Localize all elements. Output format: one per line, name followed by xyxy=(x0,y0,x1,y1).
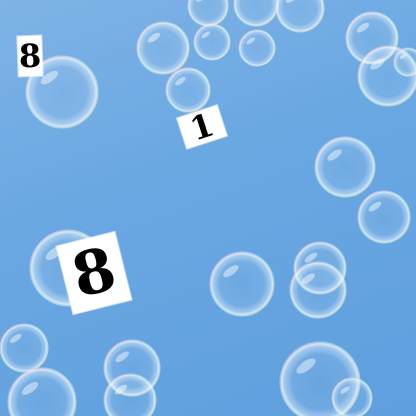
soap-bubble xyxy=(393,47,416,77)
soap-bubble xyxy=(289,261,347,319)
bubble-highlight xyxy=(301,273,315,285)
soap-bubble xyxy=(136,21,190,75)
soap-bubble xyxy=(187,0,229,27)
digit-tile-top-left: 8 xyxy=(17,35,43,77)
bubble-highlight xyxy=(340,386,350,394)
bubble-highlight xyxy=(201,31,211,39)
bubble-highlight xyxy=(223,265,239,278)
soap-bubble xyxy=(314,136,376,198)
bubble-highlight xyxy=(304,252,318,263)
digit-top-left: 8 xyxy=(18,36,42,76)
soap-bubble xyxy=(233,0,279,27)
bubble-highlight xyxy=(40,70,59,85)
soap-bubble xyxy=(7,367,77,416)
bubble-highlight xyxy=(368,201,382,212)
soap-bubble xyxy=(357,190,411,244)
bubble-highlight xyxy=(285,0,298,3)
soap-bubble xyxy=(331,377,373,416)
bubble-highlight xyxy=(399,53,407,60)
bubble-highlight xyxy=(9,333,22,343)
digit-upper-middle: 1 xyxy=(185,105,219,149)
digit-lower-left: 8 xyxy=(65,233,123,313)
soap-bubble xyxy=(165,67,211,113)
bubble-highlight xyxy=(246,37,256,45)
bubble-highlight xyxy=(114,384,128,395)
soap-bubble xyxy=(275,0,325,33)
bubble-highlight xyxy=(296,358,316,374)
soap-bubble xyxy=(25,55,99,129)
soap-bubble xyxy=(0,323,49,373)
soap-bubble xyxy=(209,251,275,317)
bubble-highlight xyxy=(21,381,39,395)
bubble-highlight xyxy=(327,149,342,161)
bubble-highlight xyxy=(115,351,129,363)
bubble-highlight xyxy=(356,22,370,33)
soap-bubble xyxy=(238,29,276,67)
soap-bubble xyxy=(103,373,157,416)
bubble-highlight xyxy=(175,77,186,86)
bubble-highlight xyxy=(370,58,385,70)
soap-bubble xyxy=(193,23,231,61)
bubble-highlight xyxy=(147,32,161,43)
